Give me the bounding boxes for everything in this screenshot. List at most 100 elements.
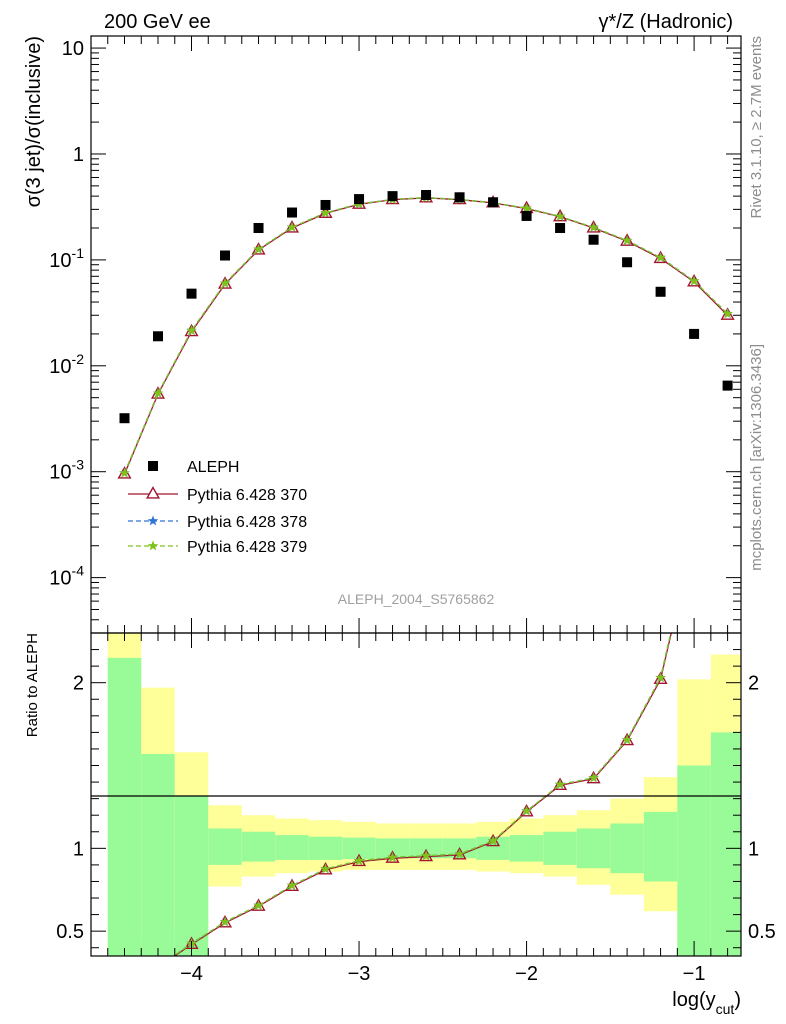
ratio-series-group [119, 238, 732, 971]
ratio-point-pythia-379 [353, 855, 365, 866]
legend-label: Pythia 6.428 378 [187, 514, 307, 531]
main-point-pythia-379 [688, 275, 700, 286]
legend: ALEPH Pythia 6.428 370 Pythia 6.428 378 Pyt… [128, 459, 307, 556]
ratio-point-pythia-379 [487, 835, 499, 846]
legend-label: Pythia 6.428 379 [187, 539, 307, 556]
y-tick-label: 10 [62, 38, 84, 60]
x-axis-label-close: ) [734, 989, 741, 1011]
band-inner-bin [342, 837, 376, 860]
x-tick-label: −3 [348, 963, 371, 985]
main-point-pythia-370 [720, 307, 735, 320]
band-inner-bin [409, 838, 443, 859]
band-inner-bin [241, 831, 276, 862]
ratio-y-tick-label-right: 2 [748, 673, 759, 695]
legend-label: ALEPH [187, 459, 239, 476]
ratio-point-pythia-379 [219, 916, 231, 927]
watermark: ALEPH_2004_S5765862 [338, 591, 495, 607]
y-tick-label-mantissa: 10 [62, 38, 84, 60]
main-ylabel: σ(3 jet)/σ(inclusive) [23, 36, 45, 207]
y-tick-label: 10-3 [49, 457, 84, 484]
legend-label: Pythia 6.428 370 [187, 487, 307, 504]
main-point-aleph [287, 207, 298, 218]
ratio-y-tick-label-left: 2 [73, 673, 84, 695]
ratio-point-pythia-379 [689, 525, 699, 535]
ratio-point-pythia-379 [153, 961, 163, 971]
main-point-pythia-379 [152, 387, 164, 398]
ratio-point-pythia-379 [454, 848, 465, 859]
band-inner-bin [710, 732, 741, 956]
ratio-point-pythia-379 [554, 779, 566, 789]
ratio-point-pythia-379 [320, 863, 331, 874]
y-tick-label-exponent: -4 [72, 563, 85, 579]
legend-marker-pythia-370 [145, 486, 161, 499]
side-text-bottom: mcplots.cern.ch [arXiv:1306.3436] [748, 344, 765, 571]
y-tick-label: 10-2 [49, 351, 84, 378]
main-point-pythia-379 [286, 221, 298, 232]
ratio-point-pythia-378 [689, 525, 699, 535]
band-inner-bin [543, 831, 577, 865]
main-point-aleph [655, 286, 666, 297]
main-point-aleph [253, 223, 264, 234]
main-point-aleph [387, 191, 398, 202]
y-tick-label: 10-1 [49, 245, 84, 272]
side-text-top: Rivet 3.1.10, ≥ 2.7M events [748, 36, 765, 219]
y-tick-label: 1 [73, 144, 84, 166]
main-point-pythia-379 [186, 325, 197, 335]
ratio-bands-group [107, 633, 741, 956]
main-line-3 [123, 196, 729, 474]
y-tick-label-exponent: -3 [72, 457, 85, 473]
main-point-aleph [320, 199, 331, 210]
main-point-pythia-379 [722, 308, 733, 319]
ratio-frame [90, 632, 742, 957]
band-inner-bin [677, 765, 711, 956]
main-point-pythia-379 [521, 202, 532, 213]
main-point-aleph [622, 257, 633, 268]
band-inner-bin [308, 836, 343, 860]
main-series-group [117, 189, 735, 479]
legend-marker-pythia [147, 515, 159, 526]
ratio-point-pythia-378 [119, 959, 129, 969]
x-axis-label: log(ycut) [672, 989, 741, 1017]
x-tick-label: −1 [683, 963, 706, 985]
ratio-point-pythia-379 [420, 850, 432, 861]
ratio-y-tick-label-left: 1 [73, 838, 84, 860]
main-point-aleph [488, 197, 499, 208]
main-point-aleph [220, 250, 231, 261]
x-tick-label: −4 [180, 963, 203, 985]
main-point-aleph [555, 223, 566, 234]
main-point-pythia-379 [253, 243, 264, 254]
x-tick-label: −2 [515, 963, 538, 985]
main-point-aleph [521, 210, 532, 221]
y-tick-label-mantissa: 10 [49, 568, 71, 590]
main-point-aleph [186, 288, 197, 299]
x-axis-label-sub: cut [716, 1001, 735, 1017]
band-inner-bin [275, 835, 309, 860]
x-axis-label-main: log(y [672, 989, 715, 1011]
band-inner-bin [576, 828, 611, 869]
main-point-aleph [588, 234, 599, 245]
main-point-aleph [722, 380, 733, 391]
main-point-aleph [354, 194, 365, 205]
ratio-y-tick-label-left: 0.5 [56, 921, 84, 943]
y-tick-label-mantissa: 10 [49, 250, 71, 272]
main-point-pythia-379 [219, 277, 231, 288]
main-point-pythia-379 [655, 252, 666, 263]
band-inner-bin [174, 795, 209, 956]
y-tick-label-mantissa: 10 [49, 356, 71, 378]
main-point-aleph [689, 328, 700, 339]
y-tick-label-exponent: -2 [72, 351, 85, 367]
ratio-point-pythia-379 [387, 851, 398, 862]
ratio-point-pythia-379 [521, 805, 532, 816]
y-tick-label-exponent: -1 [72, 245, 85, 261]
main-point-aleph [454, 192, 465, 203]
header-right: γ*/Z (Hadronic) [599, 11, 733, 33]
ratio-point-pythia-379 [722, 238, 732, 248]
y-tick-label-mantissa: 1 [73, 144, 84, 166]
main-point-aleph [153, 331, 164, 342]
ratio-point-pythia-379 [119, 959, 129, 969]
ratio-point-pythia-379 [286, 880, 298, 891]
ratio-point-pythia-378 [153, 961, 163, 971]
ratio-point-pythia-379 [621, 734, 633, 745]
